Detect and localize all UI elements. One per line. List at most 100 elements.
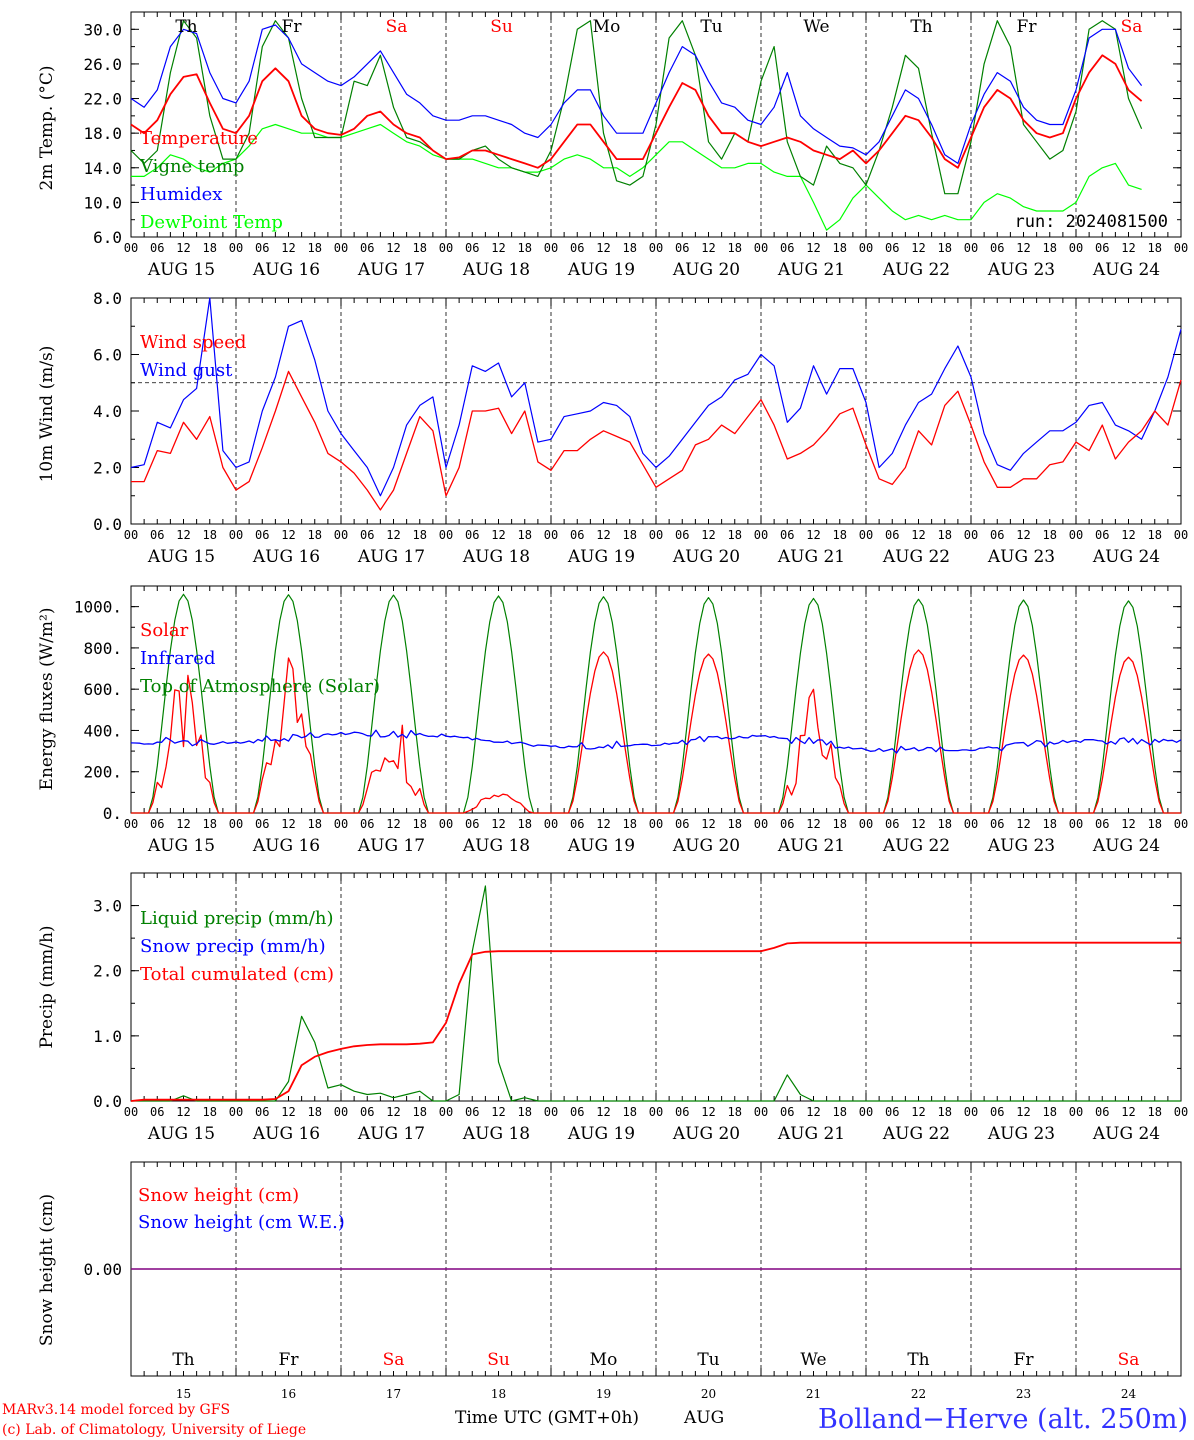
date-label: AUG 24 (1092, 260, 1160, 280)
y-tick-label: 0. (103, 804, 122, 823)
y-tick-label: 30.0 (83, 20, 122, 39)
y-tick-label: 8.0 (93, 289, 122, 308)
date-label: AUG 15 (147, 836, 215, 856)
hour-tick-label: 06 (885, 241, 899, 255)
hour-tick-label: 12 (1121, 528, 1135, 542)
hour-tick-label: 18 (938, 528, 952, 542)
hour-tick-label: 18 (938, 817, 952, 831)
hour-tick-label: 12 (386, 241, 400, 255)
date-label: AUG 23 (987, 547, 1055, 567)
series-line-toa (131, 593, 1181, 814)
date-label: AUG 17 (357, 1124, 425, 1144)
legend-entry: Wind speed (140, 332, 246, 353)
hour-tick-label: 18 (308, 1105, 322, 1119)
hour-tick-label: 00 (124, 817, 138, 831)
hour-tick-label: 06 (360, 817, 374, 831)
hour-tick-label: 18 (203, 241, 217, 255)
hour-tick-label: 00 (1069, 817, 1083, 831)
date-label: AUG 16 (252, 260, 320, 280)
hour-tick-label: 18 (938, 1105, 952, 1119)
hour-tick-label: 06 (150, 817, 164, 831)
date-label: AUG 17 (357, 547, 425, 567)
weekday-label-bottom: Th (907, 1350, 929, 1370)
hour-tick-label: 06 (255, 817, 269, 831)
date-label: AUG 23 (987, 836, 1055, 856)
date-label: AUG 20 (672, 260, 740, 280)
hour-tick-label: 00 (439, 528, 453, 542)
weekday-label: Sa (1121, 17, 1143, 37)
hour-tick-label: 00 (544, 817, 558, 831)
date-label: AUG 22 (882, 1124, 950, 1144)
hour-tick-label: 00 (124, 241, 138, 255)
hour-tick-label: 12 (911, 817, 925, 831)
panel-2: 0.0 2.0 4.0 6.0 8.0 10m Wind (m/s) 00 06 12 18 AUG… (37, 289, 1188, 567)
hour-tick-label: 00 (544, 1105, 558, 1119)
hour-tick-label: 12 (596, 528, 610, 542)
hour-tick-label: 00 (334, 1105, 348, 1119)
date-label: AUG 19 (567, 1124, 635, 1144)
hour-tick-label: 18 (203, 528, 217, 542)
hour-tick-label: 06 (1095, 241, 1109, 255)
y-tick-label: 22.0 (83, 90, 122, 109)
hour-tick-label: 12 (806, 528, 820, 542)
series-line-3 (131, 123, 1142, 231)
hour-tick-label: 06 (885, 817, 899, 831)
hour-tick-label: 12 (701, 1105, 715, 1119)
hour-tick-label: 06 (465, 1105, 479, 1119)
hour-tick-label: 06 (255, 241, 269, 255)
hour-tick-label: 00 (1174, 528, 1188, 542)
weekday-label-bottom: Sa (1118, 1350, 1140, 1370)
hour-tick-label: 00 (859, 241, 873, 255)
legend-entry: Liquid precip (mm/h) (140, 908, 334, 929)
weekday-label: We (803, 17, 829, 37)
day-number-label: 18 (491, 1387, 506, 1401)
hour-tick-label: 00 (649, 817, 663, 831)
y-tick-label: 1.0 (93, 1027, 122, 1046)
date-label: AUG 21 (777, 836, 845, 856)
date-label: AUG 24 (1092, 547, 1160, 567)
hour-tick-label: 00 (229, 241, 243, 255)
date-label: AUG 19 (567, 836, 635, 856)
date-label: AUG 18 (462, 1124, 530, 1144)
hour-tick-label: 12 (386, 528, 400, 542)
hour-tick-label: 12 (1016, 241, 1030, 255)
weekday-label: Fr (1017, 17, 1038, 37)
legend-entry: Total cumulated (cm) (140, 964, 334, 985)
date-label: AUG 21 (777, 260, 845, 280)
hour-tick-label: 12 (701, 528, 715, 542)
y-tick-label: 2.0 (93, 459, 122, 478)
y-axis-label: Energy fluxes (W/m²) (37, 608, 57, 791)
hour-tick-label: 12 (491, 1105, 505, 1119)
hour-tick-label: 00 (439, 241, 453, 255)
hour-tick-label: 06 (780, 528, 794, 542)
hour-tick-label: 00 (859, 817, 873, 831)
legend-entry: Humidex (140, 184, 222, 205)
legend-entry: Solar (140, 620, 189, 641)
credit-line-1: MARv3.14 model forced by GFS (2, 1402, 230, 1418)
hour-tick-label: 18 (728, 817, 742, 831)
hour-tick-label: 12 (1121, 241, 1135, 255)
hour-tick-label: 18 (938, 241, 952, 255)
weekday-label-bottom: Su (487, 1350, 510, 1370)
date-label: AUG 21 (777, 547, 845, 567)
date-label: AUG 23 (987, 260, 1055, 280)
series-line-0 (130, 54, 1143, 169)
hour-tick-label: 18 (833, 241, 847, 255)
series-line-1 (130, 20, 1143, 195)
hour-tick-label: 12 (701, 817, 715, 831)
y-tick-label: 26.0 (83, 55, 122, 74)
hour-tick-label: 06 (885, 1105, 899, 1119)
date-label: AUG 15 (147, 260, 215, 280)
hour-tick-label: 12 (1121, 1105, 1135, 1119)
hour-tick-label: 00 (754, 1105, 768, 1119)
series-line-liquid (131, 885, 1181, 1102)
y-tick-label: 1000. (74, 598, 122, 617)
hour-tick-label: 00 (859, 528, 873, 542)
hour-tick-label: 18 (623, 241, 637, 255)
legend-entry: DewPoint Temp (140, 212, 283, 233)
hour-tick-label: 00 (334, 241, 348, 255)
day-number-label: 22 (911, 1387, 926, 1401)
hour-tick-label: 18 (623, 528, 637, 542)
hour-tick-label: 00 (1174, 1105, 1188, 1119)
